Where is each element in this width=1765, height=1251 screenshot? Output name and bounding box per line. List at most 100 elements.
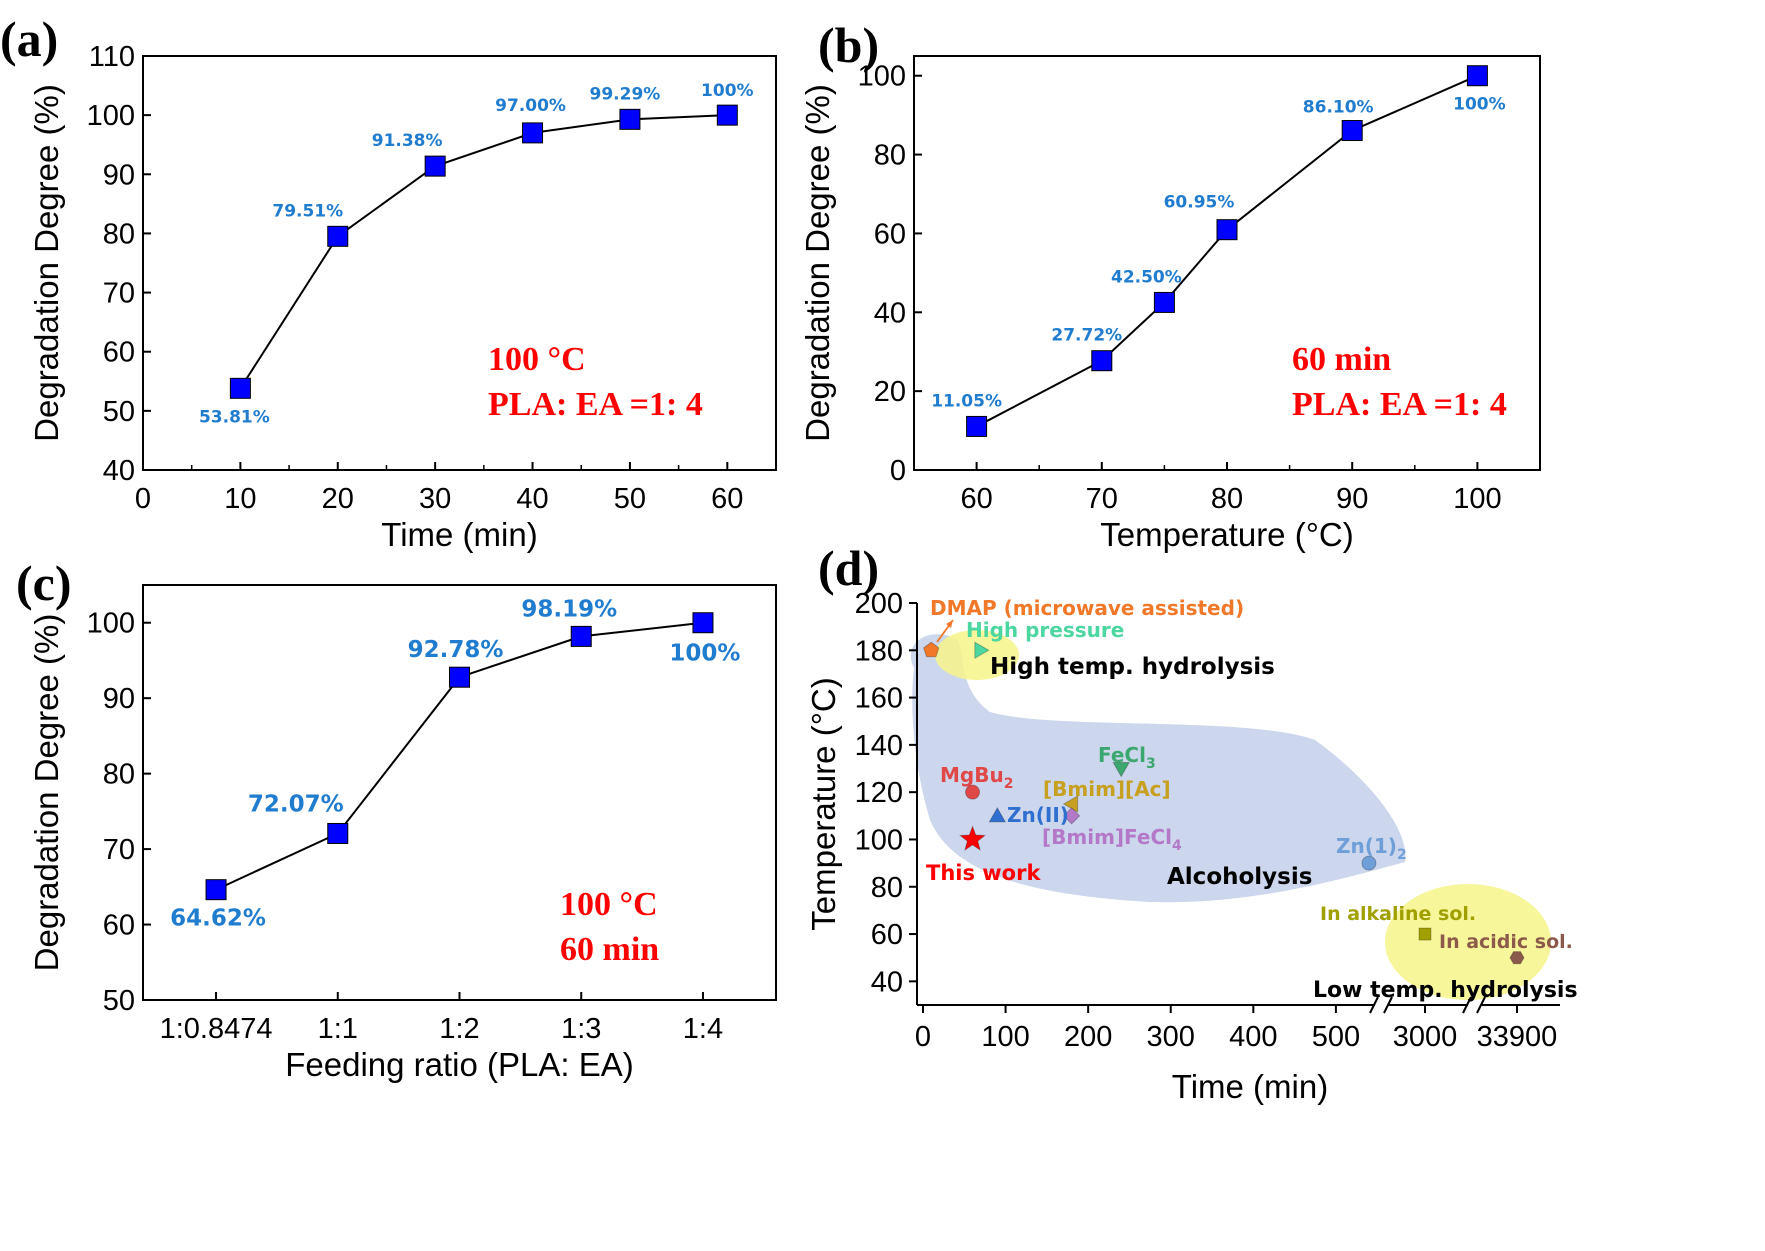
condition-label: 100 °C xyxy=(488,341,586,378)
data-label: 100% xyxy=(1453,95,1506,115)
data-label: 72.07% xyxy=(248,791,344,817)
y-tick-label: 80 xyxy=(874,140,906,172)
marker-triangle-down xyxy=(1112,762,1131,778)
annotation-dmap: DMAP (microwave assisted) xyxy=(930,596,1244,620)
y-tick-label: 200 xyxy=(855,588,903,620)
x-tick-label: 1:3 xyxy=(561,1013,601,1045)
condition-label: PLA: EA =1: 4 xyxy=(1292,386,1507,423)
annotation-high-temp-hydrolysis: High temp. hydrolysis xyxy=(990,654,1275,680)
data-label: 99.29% xyxy=(590,84,661,104)
x-tick-label: 40 xyxy=(516,483,548,515)
y-axis-label: Degradation Degree (%) xyxy=(28,84,65,442)
panel-letter-a: (a) xyxy=(0,11,58,67)
y-tick-label: 60 xyxy=(103,910,135,942)
marker-triangle-left xyxy=(1062,795,1079,813)
data-label: 53.81% xyxy=(199,407,270,427)
x-axis-label: Time (min) xyxy=(381,516,537,553)
marker-triangle-right xyxy=(974,641,990,660)
x-tick-label: 100 xyxy=(1453,483,1501,515)
data-point xyxy=(716,104,738,126)
data-point xyxy=(692,612,714,634)
x-axis-label: Feeding ratio (PLA: EA) xyxy=(285,1046,634,1083)
y-tick-label: 100 xyxy=(855,824,903,856)
axis-break-mark xyxy=(1369,996,1379,1014)
data-label: 91.38% xyxy=(372,131,443,151)
data-point xyxy=(570,625,592,647)
panel-letter-b: (b) xyxy=(818,17,879,73)
x-tick-label: 70 xyxy=(1086,483,1118,515)
data-label: 98.19% xyxy=(521,596,617,622)
x-tick-label: 33900 xyxy=(1477,1021,1558,1053)
y-tick-label: 90 xyxy=(103,159,135,191)
marker-diamond xyxy=(1062,807,1081,825)
y-axis-label: Temperature (°C) xyxy=(805,677,842,930)
annotation-bmim-ac: [Bmim][Ac] xyxy=(1043,777,1171,801)
x-tick-label: 60 xyxy=(711,483,743,515)
chart-d: 40 60 80 100 120 140 160 180 200 0 100 200 300 400 500… xyxy=(805,588,1578,1105)
y-axis-label: Degradation Degree (%) xyxy=(28,614,65,972)
data-label: 42.50% xyxy=(1111,267,1182,287)
x-tick-label: 1:0.8474 xyxy=(160,1013,273,1045)
x-tick-label: 3000 xyxy=(1393,1021,1458,1053)
x-tick-label: 1:2 xyxy=(439,1013,479,1045)
annotation-zn-ii: Zn(II) xyxy=(1007,803,1069,827)
y-tick-label: 70 xyxy=(103,834,135,866)
x-tick-label: 0 xyxy=(915,1021,931,1053)
y-tick-label: 40 xyxy=(871,966,903,998)
y-tick-label: 110 xyxy=(89,41,135,73)
y-tick-label: 100 xyxy=(87,100,135,132)
series-line xyxy=(239,114,728,389)
series-line xyxy=(976,74,1478,428)
y-tick-label: 0 xyxy=(890,455,906,487)
data-point xyxy=(424,155,446,177)
data-point xyxy=(327,822,349,844)
data-label: 97.00% xyxy=(495,96,566,116)
y-tick-label: 140 xyxy=(855,730,903,762)
y-tick-label: 60 xyxy=(871,919,903,951)
x-tick-label: 80 xyxy=(1211,483,1243,515)
data-point xyxy=(1341,120,1363,142)
marker-star xyxy=(958,825,987,852)
condition-label: 60 min xyxy=(560,931,659,968)
marker-circle xyxy=(1361,855,1377,871)
x-tick-label: 50 xyxy=(614,483,646,515)
data-point xyxy=(966,415,988,437)
data-point xyxy=(1091,350,1113,372)
y-tick-label: 100 xyxy=(87,608,135,640)
x-tick-label: 30 xyxy=(419,483,451,515)
chart-b: 0 20 40 60 80 100 60 70 80 90 100 Temperature (°C) D… xyxy=(799,61,1507,553)
x-tick-label: 90 xyxy=(1336,483,1368,515)
data-point xyxy=(619,108,641,130)
data-point xyxy=(449,666,470,688)
y-tick-label: 70 xyxy=(103,278,135,310)
alcoholysis-region xyxy=(910,634,1406,903)
y-tick-label: 40 xyxy=(874,297,906,329)
condition-label: 100 °C xyxy=(560,886,658,923)
annotation-low-temp-hydrolysis: Low temp. hydrolysis xyxy=(1313,978,1578,1003)
low-temp-region xyxy=(1385,884,1551,1000)
x-tick-label: 60 xyxy=(960,483,992,515)
data-point xyxy=(229,377,251,399)
annotation-alcoholysis: Alcoholysis xyxy=(1167,864,1312,890)
y-tick-label: 80 xyxy=(103,218,135,250)
y-tick-label: 160 xyxy=(855,683,903,715)
data-point xyxy=(1216,219,1238,241)
x-tick-label: 500 xyxy=(1312,1021,1360,1053)
x-tick-label: 400 xyxy=(1229,1021,1277,1053)
y-tick-label: 60 xyxy=(103,337,135,369)
y-tick-label: 60 xyxy=(874,218,906,250)
annotation-alkaline: In alkaline sol. xyxy=(1320,903,1476,925)
chart-a: 40 50 60 70 80 90 100 110 0 10 20 30 40 50 60 Time (min… xyxy=(28,41,754,553)
y-tick-label: 180 xyxy=(855,635,903,667)
data-label: 92.78% xyxy=(408,637,504,663)
axis-break-mark xyxy=(1462,996,1472,1014)
y-tick-label: 100 xyxy=(858,61,906,93)
x-tick-label: 0 xyxy=(135,483,151,515)
y-tick-label: 80 xyxy=(871,872,903,904)
condition-label: PLA: EA =1: 4 xyxy=(488,386,703,423)
y-tick-label: 50 xyxy=(103,985,135,1017)
y-tick-label: 120 xyxy=(855,777,903,809)
axis-break-mark xyxy=(1383,996,1393,1014)
annotation-acidic: In acidic sol. xyxy=(1439,931,1573,953)
